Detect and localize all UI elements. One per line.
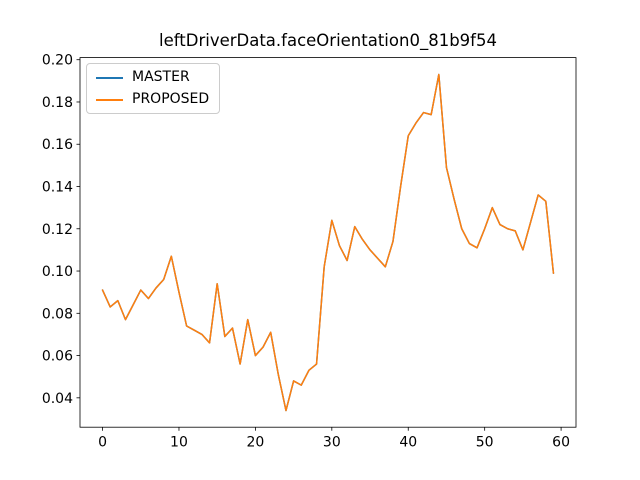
legend-label-master: MASTER [132,69,190,85]
legend-item-proposed: PROPOSED [96,90,209,109]
y-tick-label: 0.08 [42,306,73,322]
proposed-line [101,73,555,412]
legend: MASTER PROPOSED [86,63,221,114]
x-tick-label: 50 [476,435,494,451]
axes-frame [79,57,577,428]
y-tick-label: 0.04 [42,391,73,407]
y-tick-label: 0.18 [42,95,73,111]
x-tick-label: 60 [552,435,570,451]
x-tick-label: 20 [246,435,264,451]
master-line-swatch [96,76,123,79]
x-tick-label: 0 [98,435,107,451]
y-tick-label: 0.10 [42,264,73,280]
x-tick-label: 40 [399,435,417,451]
y-tick-label: 0.12 [42,222,73,238]
y-tick-label: 0.16 [42,137,73,153]
chart-title: leftDriverData.faceOrientation0_81b9f54 [159,31,497,50]
legend-item-master: MASTER [96,68,209,87]
proposed-line-swatch [96,98,123,101]
legend-label-proposed: PROPOSED [132,91,210,107]
y-tick-label: 0.14 [42,180,73,196]
x-tick-label: 30 [323,435,341,451]
y-tick-label: 0.06 [42,349,73,365]
x-tick-label: 10 [170,435,188,451]
y-tick-label: 0.20 [42,53,73,69]
